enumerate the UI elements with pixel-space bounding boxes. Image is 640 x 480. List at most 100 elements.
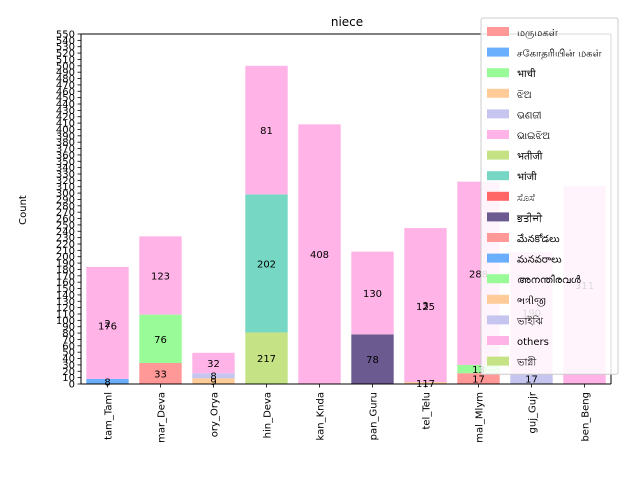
bar-segment <box>139 363 182 384</box>
bar-segment <box>86 266 129 379</box>
y-tick-label: 190 <box>56 259 75 270</box>
y-tick-label: 450 <box>56 93 75 104</box>
y-tick-label: 270 <box>56 208 75 219</box>
legend-swatch <box>487 253 509 263</box>
y-axis: 0102030405060708090100110120130140150160… <box>56 30 82 391</box>
legend-entry-label: ভাগ্নী <box>516 356 536 369</box>
bar-value-label: 8 <box>104 377 110 388</box>
bar-value-label: 123 <box>151 272 170 283</box>
y-tick-label: 350 <box>56 157 75 168</box>
y-tick-label: 420 <box>56 112 75 123</box>
legend-entry-label: भाची <box>517 68 536 80</box>
legend-swatch <box>487 294 509 304</box>
y-tick-label: 170 <box>56 271 75 282</box>
y-tick-label: 110 <box>56 310 75 321</box>
legend-entry-label: மருமகள் <box>517 28 558 39</box>
legend-swatch <box>487 47 509 57</box>
y-tick-label: 430 <box>56 106 75 117</box>
y-tick-label: 390 <box>56 131 75 142</box>
legend-swatch <box>487 27 509 36</box>
x-axis: tam_Taml mar_Deva ory_Orya hin_Deva kan_Knda… <box>81 383 611 443</box>
legend-entry-label: भतीजी <box>517 151 543 163</box>
legend-entry-label: ਭਤੀਜੀ <box>516 212 543 224</box>
x-tick-label: pan_Guru <box>369 392 380 440</box>
bar-segment <box>86 378 129 384</box>
bar-segment <box>192 378 235 384</box>
y-tick-label: 380 <box>56 138 75 149</box>
bar-value-label: 202 <box>257 259 276 270</box>
y-tick-label: 370 <box>56 144 75 155</box>
y-tick-label: 310 <box>56 182 75 193</box>
bar-value-label: 32 <box>207 359 220 370</box>
y-tick-label: 200 <box>56 252 75 263</box>
bar-value-label: 3 <box>422 301 428 312</box>
y-tick-label: 90 <box>62 322 75 333</box>
y-tick-label: 260 <box>56 214 75 225</box>
bar-value-label: 81 <box>260 126 273 137</box>
legend-entry-label: भांजी <box>517 171 537 183</box>
legend-entry-label: ଭଣଜୀ <box>517 110 542 121</box>
y-tick-label: 440 <box>56 100 75 111</box>
y-tick-label: 80 <box>62 329 75 340</box>
y-tick-label: 250 <box>56 220 75 231</box>
y-tick-label: 0 <box>69 380 75 391</box>
legend-swatch <box>487 150 509 160</box>
legend-entry-label: ಸೊಸೆ <box>517 193 535 204</box>
bar-segment <box>192 352 235 374</box>
bar-value-label: 17 <box>525 375 538 386</box>
y-tick-label: 40 <box>62 354 75 365</box>
bar-segment <box>351 251 394 335</box>
y-tick-label: 210 <box>56 246 75 257</box>
bar-value-label: 78 <box>366 355 379 366</box>
bar-segment <box>457 364 500 374</box>
bar-value-label: 76 <box>154 335 167 346</box>
legend-swatch <box>487 130 509 139</box>
x-tick-label: ory_Orya <box>210 392 221 437</box>
y-tick-label: 280 <box>56 201 75 212</box>
legend-entry-label: others <box>517 337 549 348</box>
y-tick-label: 360 <box>56 150 75 161</box>
y-tick-label: 10 <box>62 373 75 384</box>
bar-segment <box>457 373 500 384</box>
legend-swatch <box>487 336 509 345</box>
legend-swatch <box>487 171 509 181</box>
bar-segment <box>245 194 288 333</box>
bar-value-label: 176 <box>98 321 117 332</box>
bar-value-label: 288 <box>469 269 488 280</box>
legend-entry-label: ଭାଇଝିଅ <box>517 131 550 142</box>
legend-swatch <box>487 109 509 119</box>
y-tick-label: 120 <box>56 303 75 314</box>
bar-segment <box>245 65 288 195</box>
y-tick-label: 480 <box>56 74 75 85</box>
y-tick-label: 470 <box>56 80 75 91</box>
legend-entry-label: మేనకోడలు <box>517 233 560 245</box>
bar-segment <box>298 124 341 385</box>
bar-value-label: 17 <box>472 375 485 386</box>
y-tick-label: 100 <box>56 316 75 327</box>
bar-value-label: 2 <box>104 319 110 330</box>
legend-swatch <box>487 88 509 98</box>
x-tick-label: ben_Beng <box>581 392 592 442</box>
x-tick-label: mar_Deva <box>157 392 168 443</box>
y-tick-label: 410 <box>56 119 75 130</box>
y-tick-label: 520 <box>56 49 75 60</box>
legend-box <box>480 17 619 375</box>
bar-value-label: 8 <box>210 372 216 383</box>
y-tick-label: 510 <box>56 55 75 66</box>
bar-segment <box>245 332 288 384</box>
y-tick-label: 130 <box>56 297 75 308</box>
legend-entry-label: சகோதரியின் மகள் <box>517 49 602 60</box>
bar-segment <box>404 382 447 384</box>
y-tick-label: 550 <box>56 30 75 41</box>
y-tick-label: 50 <box>62 348 75 359</box>
bar-value-label: 217 <box>257 354 276 365</box>
y-tick-label: 530 <box>56 42 75 53</box>
bar-value-label: 33 <box>154 370 167 381</box>
legend: மருமகள் சகோதரியின் மகள் भाची ଝିଅ ଭଣଜୀ ଭାଇଝିଅ भ… <box>480 17 619 375</box>
x-tick-label: guj_Gujr <box>528 391 539 433</box>
y-tick-label: 160 <box>56 278 75 289</box>
legend-swatch <box>487 233 509 242</box>
y-tick-label: 300 <box>56 189 75 200</box>
y-tick-label: 240 <box>56 227 75 238</box>
